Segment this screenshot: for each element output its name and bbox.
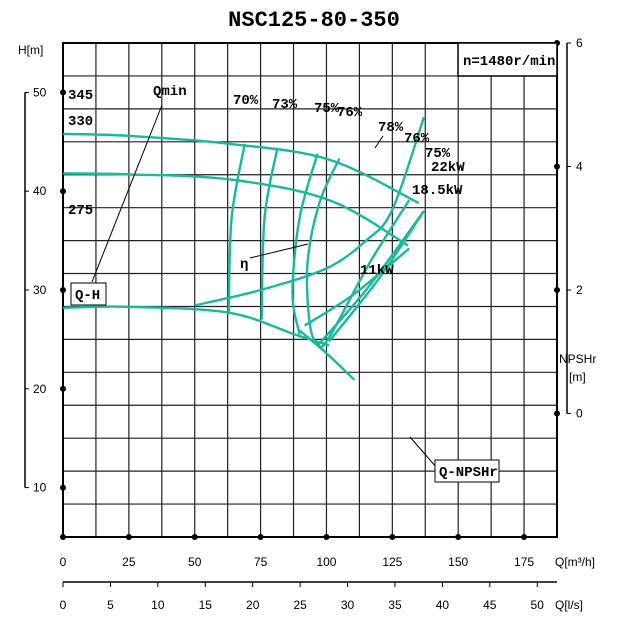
impeller-label: 345 — [68, 88, 93, 104]
x-tick-ls-label: 40 — [436, 598, 450, 612]
x-tick-label: 50 — [188, 555, 202, 569]
impeller-label: 275 — [68, 203, 93, 219]
impeller-label: 330 — [68, 114, 93, 130]
eff-leader — [374, 135, 384, 149]
eff-label: 76% — [337, 105, 363, 121]
eta-label: η — [240, 257, 248, 273]
qmin-leader — [91, 104, 163, 283]
curves — [62, 116, 426, 381]
x-axis-label: Q[m³/h] — [555, 555, 595, 569]
x-tick-label: 0 — [60, 555, 67, 569]
x-tick-ls-label: 15 — [199, 598, 213, 612]
x-tick-dot — [521, 534, 528, 540]
power-curve — [303, 247, 410, 327]
y-tick-label: 20 — [33, 382, 47, 396]
speed-label: n=1480r/min — [463, 54, 555, 70]
power-curve — [298, 329, 356, 381]
x-tick-dot — [389, 534, 396, 540]
y-tick-dot — [60, 484, 66, 491]
x-tick-label: 25 — [122, 555, 136, 569]
efficiency-curve — [260, 147, 279, 320]
npsh-box — [434, 459, 500, 483]
y-tick-dot — [60, 385, 66, 392]
eta-leader — [249, 243, 309, 259]
y-tick-label: 10 — [33, 481, 47, 495]
qh-label: Q-H — [75, 288, 100, 304]
x-tick-dot — [323, 534, 330, 540]
y-tick-label: 40 — [33, 184, 47, 198]
npsh-tick-dot — [554, 163, 560, 170]
x-tick-label: 150 — [448, 555, 468, 569]
y-tick-dot — [60, 89, 66, 96]
x-tick-ls-label: 35 — [388, 598, 402, 612]
efficiency-curve — [291, 153, 319, 335]
power-curve — [317, 210, 425, 346]
npsh-tick-label: 6 — [576, 36, 583, 50]
qmin-label: Qmin — [153, 84, 187, 100]
npsh-tick-label: 0 — [576, 407, 583, 421]
x-tick-label: 125 — [382, 555, 402, 569]
npsh-tick-label: 2 — [576, 283, 583, 297]
x-tick-ls-label: 25 — [293, 598, 307, 612]
qh-box — [70, 282, 107, 306]
x-tick-dot — [125, 534, 132, 540]
qh-curve-345 — [62, 132, 420, 205]
y-tick-dot — [60, 287, 66, 293]
eff-label: 78% — [378, 120, 404, 136]
qh-curve-330 — [62, 172, 409, 247]
qh-curve-275 — [62, 305, 330, 347]
y-tick-label: 30 — [33, 283, 47, 297]
eff-label: 70% — [233, 93, 259, 109]
x-tick-dot — [455, 534, 462, 540]
chart-title: NSC125-80-350 — [228, 8, 400, 33]
y-axis-label: H[m] — [18, 43, 43, 57]
x-tick-ls-label: 45 — [483, 598, 497, 612]
x-tick-ls-label: 50 — [531, 598, 545, 612]
x-tick-label: 100 — [316, 555, 336, 569]
x-tick-dot — [191, 534, 198, 540]
y-tick-dot — [60, 188, 66, 195]
speed-box — [457, 42, 558, 77]
power-label: 11kW — [360, 263, 394, 279]
x-tick-ls-label: 0 — [60, 598, 67, 612]
npsh-tick-dot — [554, 287, 560, 293]
npsh-label: Q-NPSHr — [439, 465, 498, 481]
x-tick-dot — [60, 534, 66, 540]
y-tick-label: 50 — [33, 85, 47, 99]
npsh-axis-unit: [m] — [569, 370, 586, 384]
efficiency-curve — [305, 158, 411, 349]
npsh-axis-label: NPSHr — [559, 352, 596, 366]
x-tick-label: 175 — [514, 555, 534, 569]
npsh-tick-label: 4 — [576, 160, 583, 174]
npsh-curve — [194, 116, 426, 307]
x-tick-dot — [257, 534, 264, 540]
eff-label: 73% — [272, 97, 298, 113]
eff-label: 75% — [425, 146, 451, 162]
x-tick-ls-label: 20 — [246, 598, 260, 612]
x-tick-ls-label: 10 — [151, 598, 165, 612]
x-tick-ls-label: 30 — [341, 598, 355, 612]
power-label: 22kW — [431, 160, 465, 176]
x-tick-label: 75 — [254, 555, 268, 569]
npsh-leader — [409, 436, 438, 469]
efficiency-curve — [227, 143, 246, 313]
x-tick-ls-label: 5 — [107, 598, 114, 612]
x-axis-label-ls: Q[l/s] — [555, 598, 583, 612]
eff-label: 75% — [314, 101, 340, 117]
power-label: 18.5kW — [412, 183, 463, 199]
npsh-tick-dot — [554, 410, 560, 417]
eff-label: 76% — [404, 131, 430, 147]
